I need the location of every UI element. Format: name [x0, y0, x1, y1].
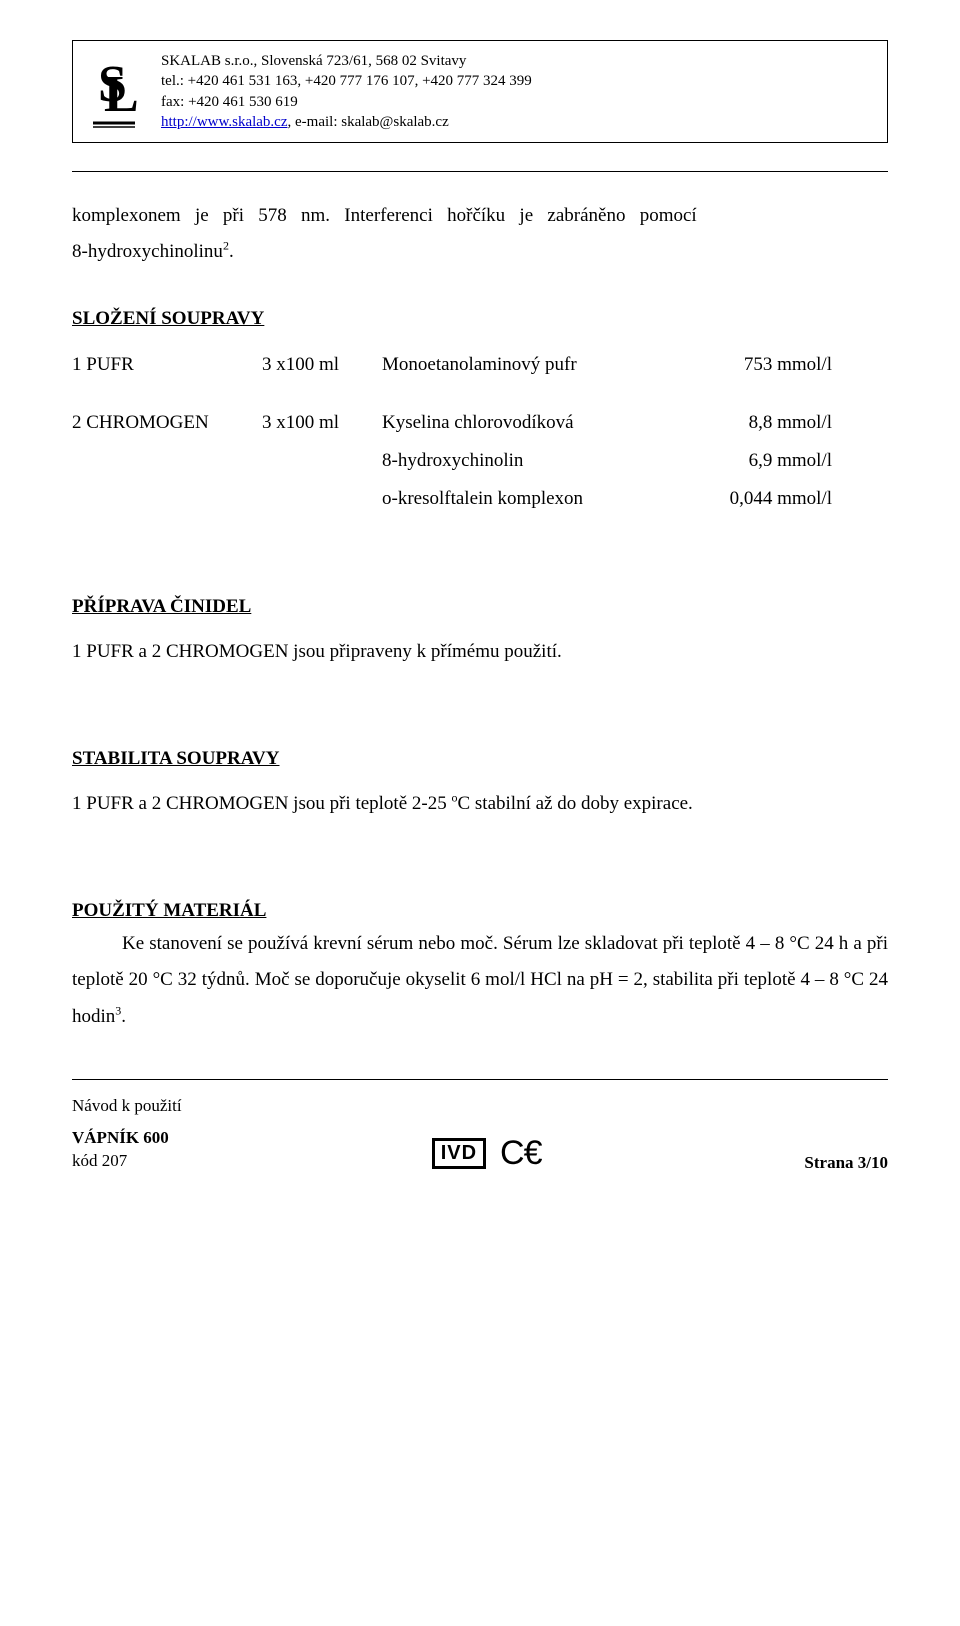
comp-spec: 3 x100 ml: [262, 346, 382, 384]
email-text: , e-mail: skalab@skalab.cz: [288, 114, 449, 130]
company-line: SKALAB s.r.o., Slovenská 723/61, 568 02 …: [161, 51, 532, 71]
letterhead-text: SKALAB s.r.o., Slovenská 723/61, 568 02 …: [155, 41, 546, 142]
comp-val: 6,9 mmol/l: [682, 442, 832, 480]
footer-page: Strana 3/10: [804, 1153, 888, 1173]
footer-manual: Návod k použití: [72, 1096, 888, 1116]
section-title-preparation: PŘÍPRAVA ČINIDEL: [72, 596, 888, 618]
comp-label: 1 PUFR: [72, 346, 262, 384]
footer-product: VÁPNÍK 600: [72, 1126, 169, 1150]
fax-line: fax: +420 461 530 619: [161, 92, 532, 112]
comp-name: o-kresolftalein komplexon: [382, 480, 682, 518]
ivd-ce-marks: IVD C€: [432, 1134, 542, 1173]
letterhead: S L SKALAB s.r.o., Slovenská 723/61, 568…: [72, 40, 888, 143]
ce-mark-icon: C€: [500, 1134, 541, 1173]
tel-line: tel.: +420 461 531 163, +420 777 176 107…: [161, 71, 532, 91]
comp-name: Kyselina chlorovodíková: [382, 404, 682, 442]
website-link[interactable]: http://www.skalab.cz: [161, 114, 288, 130]
footer-row: VÁPNÍK 600 kód 207 IVD C€ Strana 3/10: [72, 1126, 888, 1174]
footer-code: kód 207: [72, 1149, 169, 1173]
comp-val: 0,044 mmol/l: [682, 480, 832, 518]
section-title-material: POUŽITÝ MATERIÁL: [72, 900, 888, 922]
section-title-stability: STABILITA SOUPRAVY: [72, 748, 888, 770]
comp-row-2: 2 CHROMOGEN 3 x100 ml Kyselina chlorovod…: [72, 404, 888, 442]
page-footer: Návod k použití VÁPNÍK 600 kód 207 IVD C…: [72, 1079, 888, 1174]
footer-divider: [72, 1079, 888, 1080]
comp-row-3: 8-hydroxychinolin 6,9 mmol/l: [72, 442, 888, 480]
comp-name: 8-hydroxychinolin: [382, 442, 682, 480]
company-logo: S L: [73, 41, 155, 142]
comp-row-1: 1 PUFR 3 x100 ml Monoetanolaminový pufr …: [72, 346, 888, 384]
svg-text:L: L: [104, 66, 139, 123]
comp-name: Monoetanolaminový pufr: [382, 346, 682, 384]
intro-line-1: komplexonem je při 578 nm. Interferenci …: [72, 198, 888, 234]
comp-spec: 3 x100 ml: [262, 404, 382, 442]
intro-line-2: 8-hydroxychinolinu2.: [72, 234, 888, 270]
preparation-text: 1 PUFR a 2 CHROMOGEN jsou připraveny k p…: [72, 634, 888, 670]
divider: [72, 171, 888, 172]
comp-label: 2 CHROMOGEN: [72, 404, 262, 442]
material-text: Ke stanovení se používá krevní sérum neb…: [72, 926, 888, 1034]
comp-row-4: o-kresolftalein komplexon 0,044 mmol/l: [72, 480, 888, 518]
footer-center: IVD C€: [169, 1134, 805, 1173]
stability-text: 1 PUFR a 2 CHROMOGEN jsou při teplotě 2-…: [72, 786, 888, 822]
web-line: http://www.skalab.cz, e-mail: skalab@ska…: [161, 112, 532, 132]
logo-icon: S L: [87, 53, 141, 131]
comp-val: 8,8 mmol/l: [682, 404, 832, 442]
section-title-composition: SLOŽENÍ SOUPRAVY: [72, 308, 888, 330]
comp-val: 753 mmol/l: [682, 346, 832, 384]
footer-left: VÁPNÍK 600 kód 207: [72, 1126, 169, 1174]
ivd-mark-icon: IVD: [432, 1138, 486, 1169]
intro-paragraph: komplexonem je při 578 nm. Interferenci …: [72, 198, 888, 270]
composition-table: 1 PUFR 3 x100 ml Monoetanolaminový pufr …: [72, 346, 888, 518]
